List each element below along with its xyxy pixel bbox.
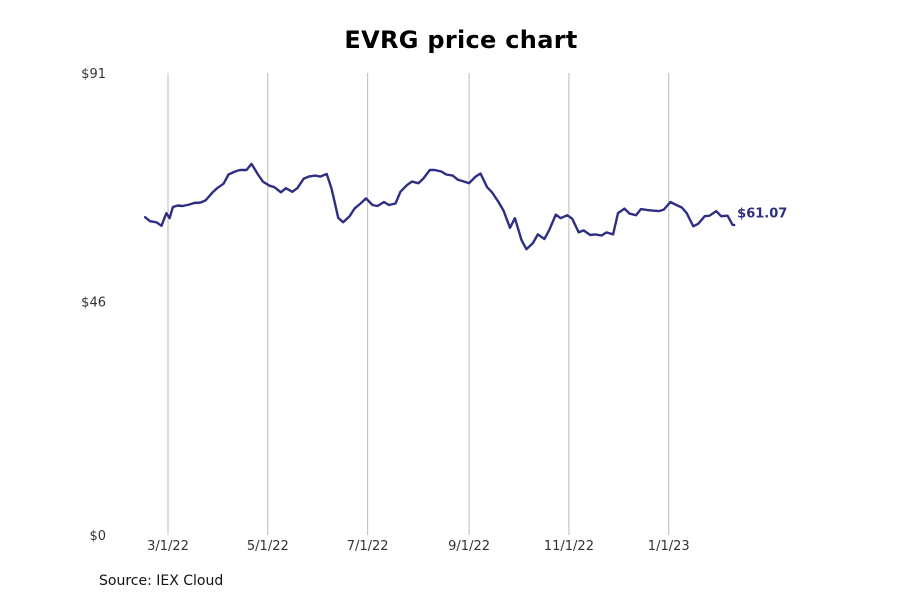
chart-title: EVRG price chart xyxy=(344,26,578,54)
x-tick-label: 7/1/22 xyxy=(347,539,389,554)
y-tick-label: $46 xyxy=(81,295,106,310)
y-tick-label: $91 xyxy=(81,67,106,82)
x-tick-label: 5/1/22 xyxy=(247,539,289,554)
x-tick-label: 3/1/22 xyxy=(147,539,189,554)
x-tick-label: 11/1/22 xyxy=(544,539,594,554)
x-axis-ticks: 3/1/22 5/1/22 7/1/22 9/1/22 11/1/22 1/1/23 xyxy=(147,539,690,554)
gridlines xyxy=(167,73,670,535)
price-line xyxy=(143,162,736,251)
x-tick-label: 9/1/22 xyxy=(448,539,490,554)
source-note: Source: IEX Cloud xyxy=(99,573,224,589)
price-series xyxy=(143,162,736,251)
y-axis-ticks: $0 $46 $91 xyxy=(81,67,106,544)
last-value-label: $61.07 xyxy=(737,207,787,222)
y-tick-label: $0 xyxy=(89,529,106,544)
x-tick-label: 1/1/23 xyxy=(648,539,690,554)
last-value-label-group: $61.07 xyxy=(737,207,787,222)
